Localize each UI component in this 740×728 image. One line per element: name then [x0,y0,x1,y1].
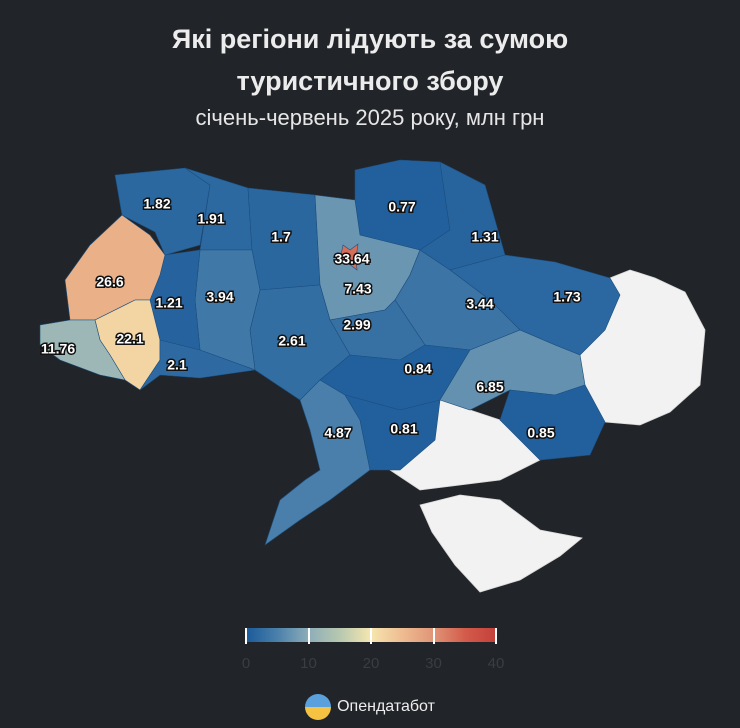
region-crimea [419,494,583,593]
region-value-label: 33.64 [334,251,369,267]
region-value-label: 1.31 [471,229,498,245]
region-value-label: 0.77 [388,199,415,215]
region-value-label: 6.85 [476,379,503,395]
title-line-1: Які регіони лідують за сумою [171,24,569,54]
region-value-label: 4.87 [324,425,351,441]
legend-tick-label: 0 [241,655,251,672]
region-chernivtsi [139,339,256,391]
title-line-2: туристичного збору [236,66,504,96]
brand: Опендатабот [0,694,740,720]
page-title: Які регіони лідують за сумою туристичног… [0,18,740,102]
region-zaporizhzhia [499,384,606,461]
legend-tick [370,628,372,644]
region-value-label: 0.84 [404,361,431,377]
region-mykolaiv [344,394,441,471]
region-value-label: 0.85 [527,425,554,441]
region-value-label: 26.6 [96,274,123,290]
legend-tick [495,628,497,644]
region-value-label: 22.1 [116,331,143,347]
region-value-label: 3.94 [206,289,233,305]
legend-tick-label: 30 [425,655,442,672]
region-value-label: 1.21 [155,295,182,311]
region-value-label: 1.91 [197,211,224,227]
region-value-label: 7.43 [344,281,371,297]
region-value-label: 0.81 [390,421,417,437]
region-value-label: 2.61 [278,333,305,349]
region-value-label: 11.76 [41,341,75,357]
region-value-label: 3.44 [466,296,493,312]
subtitle: січень-червень 2025 року, млн грн [195,105,545,130]
legend-tick [432,628,435,644]
region-value-label: 2.99 [343,317,370,333]
legend-tick-label: 40 [487,655,505,672]
legend-tick-label: 10 [300,655,317,672]
opendatabot-logo-icon [305,694,332,720]
region-value-label: 1.82 [143,196,170,212]
brand-name: Опендатабот [337,698,435,715]
region-value-label: 1.73 [553,289,580,305]
legend-tick [307,628,310,644]
region-zakarpattia [39,319,126,381]
legend-tick-label: 20 [362,655,380,672]
region-value-label: 1.7 [271,229,291,245]
region-kyiv-city [339,243,359,271]
region-value-label: 2.1 [167,357,187,373]
legend-tick [245,628,247,644]
